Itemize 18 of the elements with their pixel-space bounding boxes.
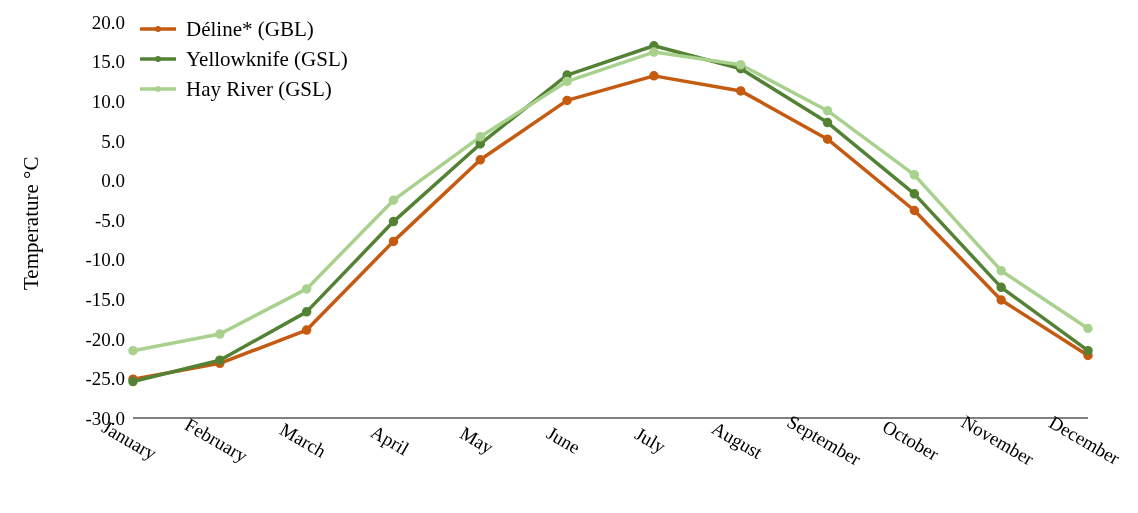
legend-label: Yellowknife (GSL) <box>186 46 348 73</box>
x-tick-label: July <box>631 423 670 458</box>
y-tick-label: -20.0 <box>85 328 125 350</box>
y-tick-label: 20.0 <box>91 11 125 33</box>
legend-label: Déline* (GBL) <box>186 16 314 43</box>
x-tick-label: June <box>543 422 584 458</box>
legend-label: Hay River (GSL) <box>186 76 332 103</box>
y-tick-label: -15.0 <box>85 288 125 310</box>
y-tick-label: 0.0 <box>101 170 125 192</box>
x-tick-label: April <box>367 421 413 460</box>
y-tick-label: 15.0 <box>91 51 125 73</box>
y-tick-label: 5.0 <box>101 130 125 152</box>
y-tick-label: 10.0 <box>91 90 125 112</box>
y-tick-label: -10.0 <box>85 249 125 271</box>
y-tick-label: -25.0 <box>85 368 125 390</box>
x-tick-label: May <box>456 422 498 459</box>
y-axis-title: Temperature °C <box>19 156 44 290</box>
y-tick-label: -5.0 <box>94 209 125 231</box>
